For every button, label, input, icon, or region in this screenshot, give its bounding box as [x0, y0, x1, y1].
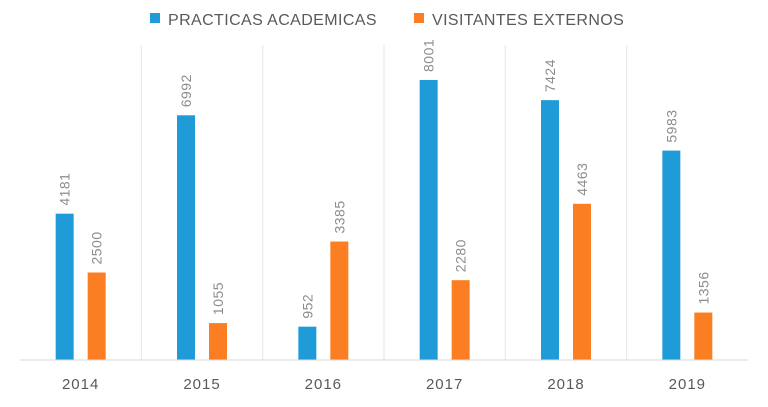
- data-label-series-2-2014: 2500: [89, 231, 105, 264]
- bar-series-1-2016: [298, 326, 317, 360]
- data-label-series-1-2016: 952: [299, 294, 315, 319]
- legend-label-series-1: PRACTICAS ACADEMICAS: [168, 12, 377, 29]
- category-separators: [140, 45, 628, 360]
- x-tick-label-2016: 2016: [305, 376, 342, 393]
- x-axis-tick-labels: 2014 2015 2016 2017 2018 2019: [62, 376, 706, 393]
- bar-series-2-2019: [694, 312, 713, 360]
- legend-label-series-2: VISITANTES EXTERNOS: [432, 12, 624, 29]
- x-tick-label-2017: 2017: [426, 376, 463, 393]
- x-tick-label-2019: 2019: [669, 376, 706, 393]
- bar-series-2-2015: [209, 323, 227, 360]
- data-label-series-1-2017: 8001: [421, 39, 437, 72]
- data-label-series-2-2018: 4463: [574, 163, 590, 196]
- legend: PRACTICAS ACADEMICAS VISITANTES EXTERNOS: [150, 12, 624, 29]
- data-label-series-2-2017: 2280: [453, 239, 469, 272]
- bar-series-1-2014: [55, 213, 74, 360]
- data-label-series-1-2015: 6992: [178, 74, 194, 107]
- data-label-series-1-2014: 4181: [57, 173, 73, 206]
- data-labels: 4181 2500 6992 1055 952 3385 8001 2280 7424 4463 5…: [57, 39, 712, 319]
- x-tick-label-2018: 2018: [547, 376, 584, 393]
- legend-swatch-series-1: [150, 13, 160, 23]
- bars: [55, 79, 713, 360]
- bar-series-1-2015: [177, 115, 195, 360]
- bar-series-2-2018: [573, 203, 591, 360]
- data-label-series-1-2018: 7424: [542, 59, 558, 92]
- bar-series-1-2018: [541, 100, 559, 360]
- bar-series-2-2014: [87, 272, 106, 360]
- bar-series-1-2017: [419, 79, 438, 360]
- bar-series-1-2019: [662, 150, 681, 360]
- bar-series-2-2016: [330, 241, 349, 360]
- x-tick-label-2014: 2014: [62, 376, 99, 393]
- legend-swatch-series-2: [414, 13, 424, 23]
- x-tick-label-2015: 2015: [183, 376, 220, 393]
- data-label-series-2-2019: 1356: [695, 271, 711, 304]
- bar-series-2-2017: [451, 280, 470, 360]
- data-label-series-2-2015: 1055: [210, 282, 226, 315]
- data-label-series-2-2016: 3385: [331, 200, 347, 233]
- data-label-series-1-2019: 5983: [663, 109, 679, 142]
